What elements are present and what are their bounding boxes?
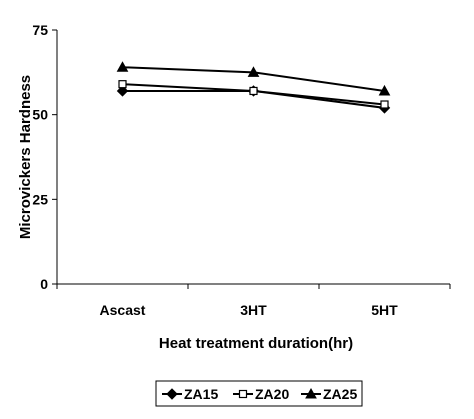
x-tick-label: 5HT xyxy=(371,302,398,318)
y-tick-label: 25 xyxy=(32,191,48,207)
legend-marker-za20 xyxy=(238,389,248,399)
legend-marker-za15 xyxy=(166,388,178,400)
x-tick-label: Ascast xyxy=(100,302,146,318)
y-axis-title: Microvickers Hardness xyxy=(17,75,34,239)
x-axis-title: Heat treatment duration(hr) xyxy=(159,335,353,352)
legend-label-za15: ZA15 xyxy=(184,386,218,402)
legend: ZA15 ZA20 ZA25 xyxy=(155,380,363,407)
data-point-za25 xyxy=(247,66,260,77)
series-group xyxy=(116,61,391,114)
y-tick-label: 50 xyxy=(32,107,48,123)
data-point-za20 xyxy=(380,100,389,109)
data-point-za25 xyxy=(378,84,391,96)
legend-box xyxy=(155,380,363,407)
data-point-za20 xyxy=(118,80,127,89)
x-axis-ticks: Ascast 3HT 5HT xyxy=(56,284,451,318)
data-point-za25 xyxy=(116,61,129,72)
data-point-za15 xyxy=(116,85,129,97)
legend-label-za20: ZA20 xyxy=(255,386,289,402)
y-axis-ticks: 0 25 50 75 xyxy=(32,22,57,292)
legend-items: ZA15 ZA20 ZA25 xyxy=(162,386,357,402)
y-tick-label: 75 xyxy=(32,22,48,38)
y-tick-label: 0 xyxy=(40,276,48,292)
legend-marker-za25 xyxy=(305,387,317,399)
legend-label-za25: ZA25 xyxy=(323,386,357,402)
data-point-za20 xyxy=(249,86,258,96)
x-tick-label: 3HT xyxy=(240,302,267,318)
